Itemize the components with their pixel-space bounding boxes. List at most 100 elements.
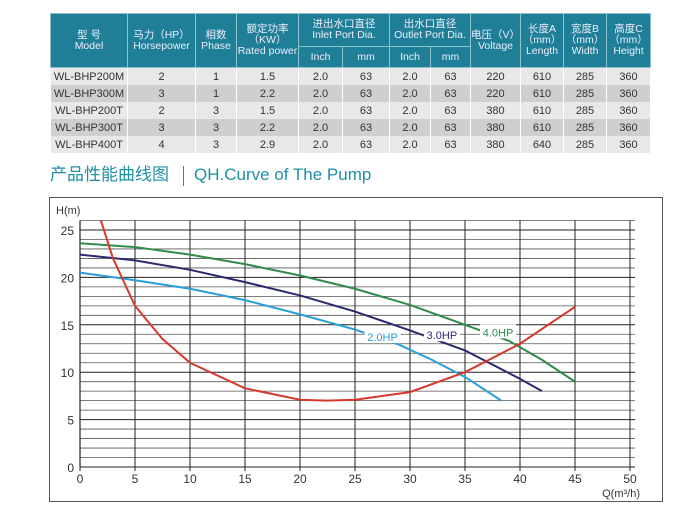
table-cell: 380 bbox=[470, 119, 521, 136]
curve-4-0hp bbox=[79, 242, 576, 383]
section-title-cn: 产品性能曲线图 bbox=[50, 165, 169, 184]
section-title-en: QH.Curve of The Pump bbox=[194, 165, 372, 184]
table-cell: 2 bbox=[127, 67, 196, 85]
table-cell: 2.0 bbox=[389, 67, 431, 85]
header-power: 额定功率 （KW） Rated power bbox=[236, 13, 299, 68]
table-cell: 285 bbox=[563, 119, 607, 136]
table-cell: 610 bbox=[520, 102, 564, 119]
table-cell: 1 bbox=[195, 85, 237, 102]
table-cell: 2.0 bbox=[298, 119, 343, 136]
curve-3-0hp bbox=[79, 253, 543, 393]
table-cell: 2.2 bbox=[236, 85, 299, 102]
spec-table: 型 号 Model 马力（HP） Horsepower 相数 Phase 额定功率 （K… bbox=[50, 13, 651, 153]
table-row: WL-BHP200T 2 3 1.5 2.0 63 2.0 63 380 610 285 360 bbox=[50, 102, 651, 119]
table-cell: 285 bbox=[563, 102, 607, 119]
section-title: 产品性能曲线图 QH.Curve of The Pump bbox=[50, 160, 371, 186]
table-cell: 63 bbox=[342, 85, 390, 102]
table-cell: 610 bbox=[520, 67, 564, 85]
table-cell: 1 bbox=[195, 67, 237, 85]
table-row: WL-BHP200M 2 1 1.5 2.0 63 2.0 63 220 610 285 360 bbox=[50, 67, 651, 85]
table-cell: 4 bbox=[127, 136, 196, 153]
x-axis-label: Q(m³/h) bbox=[602, 488, 640, 500]
table-cell: 63 bbox=[430, 102, 471, 119]
table-cell: 640 bbox=[520, 136, 564, 153]
table-cell: WL-BHP300M bbox=[50, 85, 128, 102]
table-cell: 2.9 bbox=[236, 136, 299, 153]
chart-frame bbox=[49, 197, 663, 502]
curve-2-0hp bbox=[79, 271, 502, 402]
curve-system bbox=[99, 220, 576, 402]
x-tick-label: 10 bbox=[183, 472, 197, 486]
header-horsepower: 马力（HP） Horsepower bbox=[127, 13, 196, 68]
table-cell: 360 bbox=[606, 102, 651, 119]
table-cell: 360 bbox=[606, 119, 651, 136]
table-cell: WL-BHP200T bbox=[50, 102, 128, 119]
label-background bbox=[423, 327, 460, 342]
x-tick-label: 30 bbox=[403, 472, 417, 486]
table-cell: 2 bbox=[127, 102, 196, 119]
x-tick-label: 25 bbox=[348, 472, 362, 486]
table-cell: 2.0 bbox=[389, 136, 431, 153]
header-phase: 相数 Phase bbox=[195, 13, 237, 68]
series-label: 4.0HP bbox=[483, 327, 514, 339]
title-divider bbox=[183, 165, 184, 186]
x-tick-label: 40 bbox=[513, 472, 527, 486]
table-cell: 3 bbox=[195, 119, 237, 136]
y-tick-label: 0 bbox=[67, 461, 74, 475]
table-cell: 63 bbox=[342, 136, 390, 153]
table-cell: 2.0 bbox=[389, 102, 431, 119]
header-outlet: 出水口直径 Outlet Port Dia. bbox=[389, 13, 471, 47]
table-cell: 360 bbox=[606, 136, 651, 153]
table-cell: 2.0 bbox=[298, 136, 343, 153]
table-cell: 285 bbox=[563, 85, 607, 102]
x-tick-label: 5 bbox=[132, 472, 139, 486]
y-tick-label: 25 bbox=[61, 224, 75, 238]
table-cell: 220 bbox=[470, 67, 521, 85]
table-cell: 1.5 bbox=[236, 102, 299, 119]
x-tick-label: 20 bbox=[293, 472, 307, 486]
y-axis-label: H(m) bbox=[56, 205, 80, 217]
table-cell: WL-BHP400T bbox=[50, 136, 128, 153]
table-cell: 1.5 bbox=[236, 67, 299, 85]
table-cell: WL-BHP300T bbox=[50, 119, 128, 136]
y-tick-label: 15 bbox=[61, 319, 75, 333]
table-cell: 285 bbox=[563, 136, 607, 153]
table-cell: 3 bbox=[195, 102, 237, 119]
header-length: 长度A （mm） Length bbox=[520, 13, 564, 68]
table-cell: 63 bbox=[342, 102, 390, 119]
header-height: 高度C （mm） Height bbox=[606, 13, 651, 68]
table-cell: 63 bbox=[342, 119, 390, 136]
table-cell: 360 bbox=[606, 67, 651, 85]
table-row: WL-BHP400T 4 3 2.9 2.0 63 2.0 63 380 640 285 360 bbox=[50, 136, 651, 153]
table-cell: 63 bbox=[430, 119, 471, 136]
table-cell: 63 bbox=[430, 67, 471, 85]
table-cell: 380 bbox=[470, 136, 521, 153]
series-label: 3.0HP bbox=[427, 330, 458, 342]
header-inlet-mm: mm bbox=[342, 46, 390, 68]
table-cell: 380 bbox=[470, 102, 521, 119]
table-cell: 2.0 bbox=[389, 85, 431, 102]
header-model: 型 号 Model bbox=[50, 13, 128, 68]
header-voltage: 电压（V） Voltage bbox=[470, 13, 521, 68]
x-tick-label: 15 bbox=[238, 472, 252, 486]
table-cell: 610 bbox=[520, 119, 564, 136]
x-tick-label: 35 bbox=[458, 472, 472, 486]
table-row: WL-BHP300T 3 3 2.2 2.0 63 2.0 63 380 610 285 360 bbox=[50, 119, 651, 136]
label-background bbox=[364, 329, 401, 344]
y-tick-label: 20 bbox=[61, 271, 75, 285]
series-label: 2.0HP bbox=[367, 332, 398, 344]
y-tick-label: 10 bbox=[61, 366, 75, 380]
table-cell: 220 bbox=[470, 85, 521, 102]
table-cell: 2.0 bbox=[298, 85, 343, 102]
x-tick-label: 50 bbox=[623, 472, 637, 486]
table-cell: 63 bbox=[342, 67, 390, 85]
table-cell: 63 bbox=[430, 136, 471, 153]
table-cell: 285 bbox=[563, 67, 607, 85]
header-outlet-mm: mm bbox=[430, 46, 471, 68]
table-cell: 2.2 bbox=[236, 119, 299, 136]
table-cell: 3 bbox=[195, 136, 237, 153]
header-outlet-inch: Inch bbox=[389, 46, 431, 68]
label-background bbox=[480, 324, 516, 339]
x-tick-label: 0 bbox=[77, 472, 84, 486]
